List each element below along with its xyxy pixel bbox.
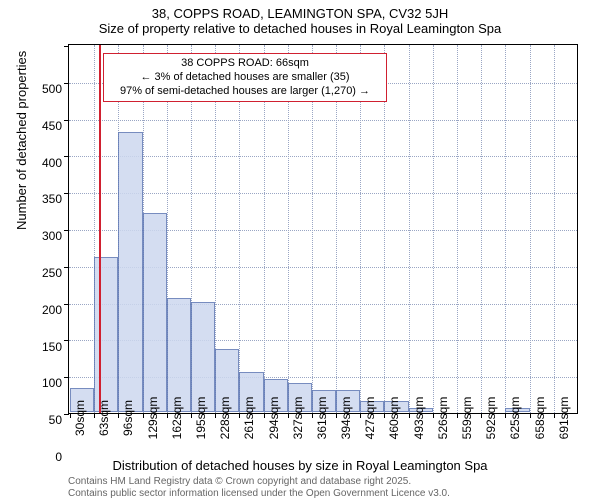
y-tick-label: 300: [22, 229, 62, 243]
chart-title: 38, COPPS ROAD, LEAMINGTON SPA, CV32 5JH: [0, 0, 600, 21]
x-tick: [336, 413, 337, 418]
x-tick-label: 493sqm: [412, 397, 426, 440]
y-tick: [64, 120, 69, 121]
y-tick-label: 150: [22, 340, 62, 354]
x-tick-label: 691sqm: [557, 397, 571, 440]
x-tick: [384, 413, 385, 418]
y-tick: [64, 267, 69, 268]
y-tick: [64, 193, 69, 194]
y-tick-label: 100: [22, 376, 62, 390]
annotation-line: 38 COPPS ROAD: 66sqm: [110, 57, 380, 71]
gridline-h: [69, 120, 577, 121]
x-tick: [409, 413, 410, 418]
gridline-h: [69, 156, 577, 157]
gridline-v: [554, 45, 555, 413]
annotation-box: 38 COPPS ROAD: 66sqm← 3% of detached hou…: [103, 53, 387, 102]
x-tick: [360, 413, 361, 418]
y-tick: [64, 304, 69, 305]
x-tick-label: 526sqm: [436, 397, 450, 440]
y-tick-label: 500: [22, 82, 62, 96]
histogram-bar: [191, 302, 215, 412]
x-tick-label: 361sqm: [315, 397, 329, 440]
y-tick: [64, 156, 69, 157]
x-tick-label: 261sqm: [242, 397, 256, 440]
x-tick: [264, 413, 265, 418]
x-tick-label: 559sqm: [460, 397, 474, 440]
x-tick-label: 294sqm: [267, 397, 281, 440]
footer-line-1: Contains HM Land Registry data © Crown c…: [68, 476, 450, 488]
x-tick: [94, 413, 95, 418]
chart-subtitle: Size of property relative to detached ho…: [0, 21, 600, 36]
chart-container: 38, COPPS ROAD, LEAMINGTON SPA, CV32 5JH…: [0, 0, 600, 500]
gridline-h: [69, 193, 577, 194]
x-tick-label: 592sqm: [484, 397, 498, 440]
y-tick-label: 450: [22, 119, 62, 133]
x-tick-label: 30sqm: [73, 400, 87, 436]
x-tick-label: 228sqm: [218, 397, 232, 440]
histogram-bar: [118, 132, 142, 412]
y-tick: [64, 46, 69, 47]
gridline-v: [409, 45, 410, 413]
gridline-v: [530, 45, 531, 413]
footer-line-2: Contains public sector information licen…: [68, 488, 450, 500]
x-axis-title: Distribution of detached houses by size …: [0, 458, 600, 473]
annotation-line: ← 3% of detached houses are smaller (35): [110, 71, 380, 85]
histogram-bar: [167, 298, 191, 412]
x-tick: [288, 413, 289, 418]
y-tick-label: 250: [22, 266, 62, 280]
x-tick-label: 162sqm: [170, 397, 184, 440]
gridline-v: [457, 45, 458, 413]
y-tick: [64, 230, 69, 231]
gridline-v: [481, 45, 482, 413]
chart-plot-wrap: 38 COPPS ROAD: 66sqm← 3% of detached hou…: [68, 44, 578, 414]
x-tick-label: 63sqm: [97, 400, 111, 436]
annotation-line: 97% of semi-detached houses are larger (…: [110, 85, 380, 99]
x-tick: [143, 413, 144, 418]
x-tick: [530, 413, 531, 418]
y-tick-label: 50: [22, 413, 62, 427]
gridline-v: [433, 45, 434, 413]
plot-area: 38 COPPS ROAD: 66sqm← 3% of detached hou…: [68, 44, 578, 414]
subject-marker-line: [99, 45, 101, 413]
x-tick-label: 625sqm: [508, 397, 522, 440]
x-tick: [191, 413, 192, 418]
x-tick-label: 129sqm: [146, 397, 160, 440]
x-tick: [433, 413, 434, 418]
y-tick: [64, 340, 69, 341]
x-tick: [70, 413, 71, 418]
x-tick-label: 96sqm: [121, 400, 135, 436]
x-tick: [239, 413, 240, 418]
x-tick: [481, 413, 482, 418]
y-tick-label: 400: [22, 156, 62, 170]
x-tick-label: 658sqm: [533, 397, 547, 440]
x-tick-label: 195sqm: [194, 397, 208, 440]
x-tick-label: 427sqm: [363, 397, 377, 440]
x-tick: [118, 413, 119, 418]
x-tick: [505, 413, 506, 418]
chart-footer: Contains HM Land Registry data © Crown c…: [68, 476, 450, 499]
x-tick-label: 460sqm: [387, 397, 401, 440]
x-tick: [215, 413, 216, 418]
histogram-bar: [94, 257, 118, 412]
y-tick: [64, 377, 69, 378]
y-tick: [64, 83, 69, 84]
y-tick-label: 200: [22, 303, 62, 317]
x-tick: [167, 413, 168, 418]
histogram-bar: [143, 213, 167, 412]
x-tick-label: 327sqm: [291, 397, 305, 440]
y-tick: [64, 414, 69, 415]
gridline-v: [505, 45, 506, 413]
x-tick-label: 394sqm: [339, 397, 353, 440]
x-tick: [457, 413, 458, 418]
y-tick-label: 350: [22, 192, 62, 206]
x-tick: [554, 413, 555, 418]
x-tick: [312, 413, 313, 418]
